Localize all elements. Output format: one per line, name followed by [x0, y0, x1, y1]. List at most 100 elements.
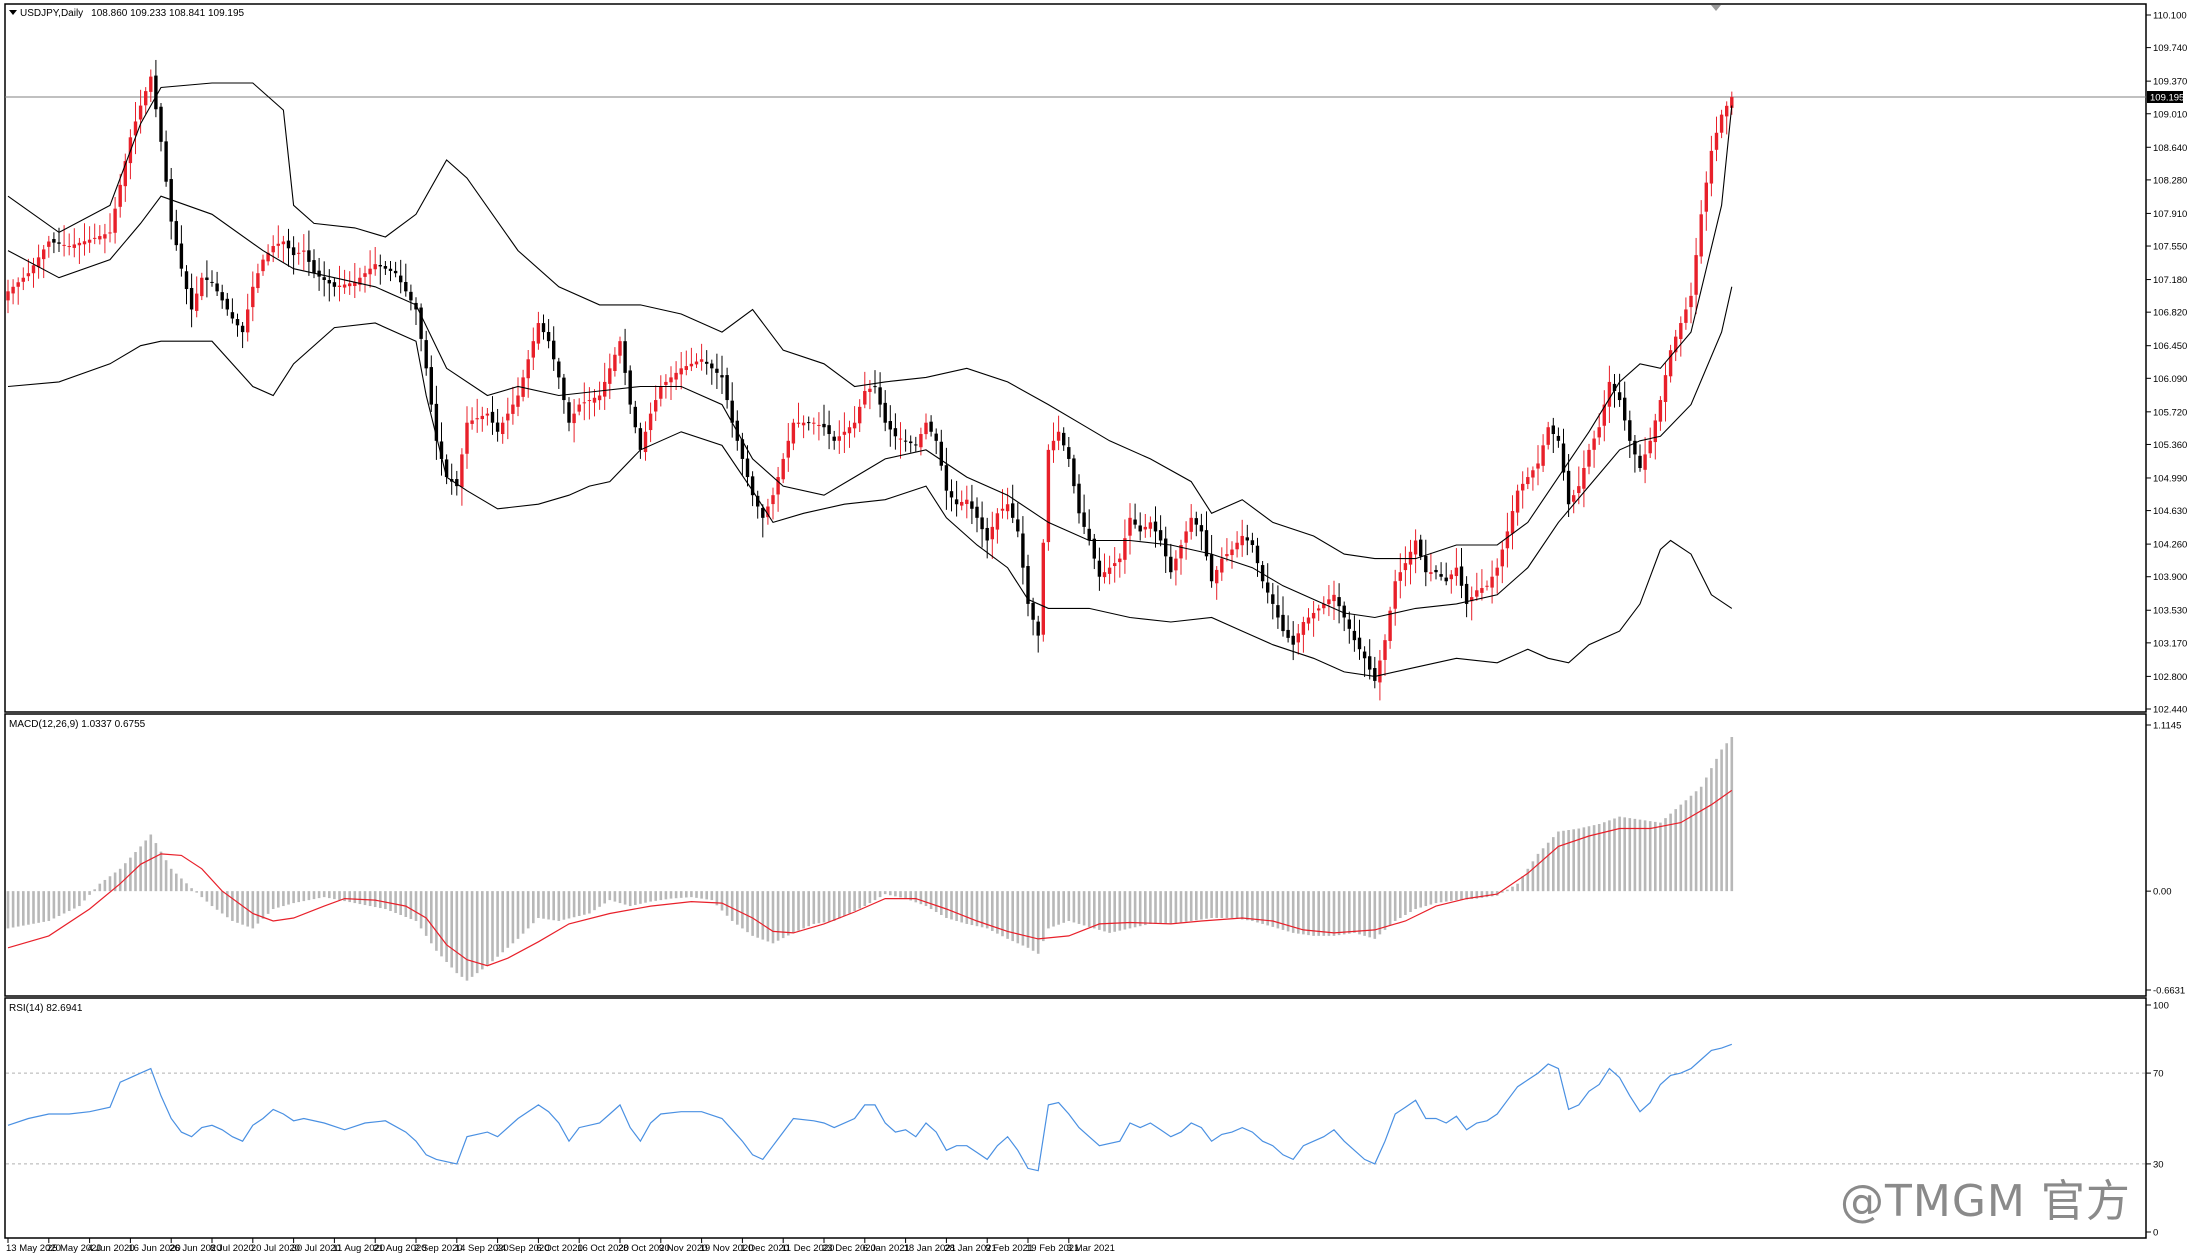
candle-body [720, 375, 724, 378]
rsi-tick-label: 30 [2153, 1159, 2164, 1170]
candle-body [659, 386, 663, 399]
candle-body [363, 273, 367, 277]
candlestick-series [6, 59, 1734, 701]
price-tick-label: 102.800 [2153, 672, 2187, 683]
candle-body [317, 270, 321, 277]
candle-body [546, 331, 551, 342]
candle-body [684, 366, 688, 370]
candle-body [1623, 397, 1627, 421]
chart-shift-marker-icon[interactable] [1711, 5, 1721, 11]
date-tick-label: 8 Jul 2020 [210, 1243, 254, 1254]
candle-body [761, 507, 765, 518]
candle-body [618, 341, 622, 356]
candle-body [1730, 96, 1734, 108]
candle-body [1011, 503, 1015, 518]
candle-body [16, 282, 20, 287]
candle-body [710, 363, 714, 369]
candle-body [730, 400, 734, 423]
candle-body [526, 359, 530, 379]
candle-body [1674, 336, 1678, 353]
candle-body [47, 241, 51, 247]
candle-body [1505, 531, 1510, 549]
candle-body [399, 275, 403, 283]
candle-body [118, 184, 122, 207]
candle-body [1077, 483, 1081, 514]
candle-body [1286, 629, 1290, 638]
candle-body [1255, 545, 1260, 564]
candle-body [1138, 525, 1142, 532]
candle-body [1306, 617, 1311, 624]
candle-body [154, 75, 158, 110]
rsi-line [7, 1043, 1733, 1172]
bollinger-bands [7, 82, 1733, 677]
candle-body [1551, 425, 1555, 435]
symbol-header: USDJPY,Daily 108.860 109.233 108.841 109.… [20, 8, 245, 19]
candle-body [1322, 603, 1326, 609]
candle-body [1587, 449, 1591, 467]
candle-body [745, 458, 750, 478]
candle-body [1663, 375, 1668, 402]
candle-body [1510, 511, 1515, 534]
candle-body [1719, 114, 1724, 133]
candle-body [506, 413, 510, 421]
candle-body [960, 501, 964, 506]
candle-body [985, 527, 989, 541]
collapse-arrow-icon[interactable] [9, 10, 17, 15]
date-tick-label: 26 Jun 2020 [169, 1243, 221, 1254]
price-tick-label: 103.530 [2153, 606, 2187, 617]
candle-body [368, 268, 372, 275]
candle-body [291, 247, 296, 256]
price-tick-label: 109.010 [2153, 109, 2187, 120]
candle-body [1107, 567, 1112, 574]
candle-body [740, 439, 745, 459]
date-tick-label: 19 Nov 2020 [700, 1243, 754, 1254]
candle-body [776, 477, 780, 495]
price-tick-label: 104.990 [2153, 473, 2187, 484]
price-tick-label: 106.090 [2153, 374, 2187, 385]
price-tick-label: 110.100 [2153, 11, 2187, 22]
rsi-path [7, 1043, 1733, 1172]
candle-body [174, 221, 178, 246]
candle-body [1454, 567, 1459, 577]
candle-body [1495, 567, 1499, 576]
candle-body [240, 325, 245, 333]
candle-body [1643, 454, 1647, 470]
candle-body [587, 400, 592, 402]
candle-body [903, 440, 908, 442]
candle-body [113, 208, 117, 233]
candle-body [1546, 427, 1550, 445]
candle-body [1475, 590, 1479, 597]
candle-body [1638, 455, 1642, 469]
date-tick-label: 24 Sep 2020 [496, 1243, 550, 1254]
date-tick-label: 16 Oct 2020 [577, 1243, 629, 1254]
price-tick-label: 109.740 [2153, 43, 2187, 54]
price-tick-label: 104.630 [2153, 506, 2187, 517]
candle-body [934, 433, 938, 441]
candle-body [990, 526, 994, 540]
candle-body [266, 252, 270, 262]
candle-body [439, 441, 444, 459]
candle-body [781, 458, 785, 480]
price-tick-label: 105.720 [2153, 407, 2187, 418]
candle-body [123, 161, 127, 187]
price-tick-label: 108.640 [2153, 143, 2187, 154]
candle-body [470, 420, 474, 424]
candle-body [1194, 518, 1198, 525]
candle-body [557, 361, 561, 378]
price-tick-label: 106.450 [2153, 341, 2187, 352]
candle-body [1209, 554, 1214, 582]
candle-body [409, 291, 413, 301]
candle-body [1470, 597, 1474, 602]
candle-body [1500, 549, 1504, 567]
candle-body [1352, 630, 1357, 641]
candle-body [501, 422, 505, 435]
candle-body [1296, 633, 1300, 643]
candle-body [251, 286, 255, 308]
price-axis: 110.100 109.740 109.370 109.010 108.640 108.2… [2146, 11, 2187, 716]
bollinger-middle-line [7, 195, 1733, 619]
candle-body [322, 277, 326, 281]
date-tick-label: 21 Aug 2020 [373, 1243, 426, 1254]
candle-body [771, 495, 775, 505]
candle-body [1240, 535, 1244, 546]
